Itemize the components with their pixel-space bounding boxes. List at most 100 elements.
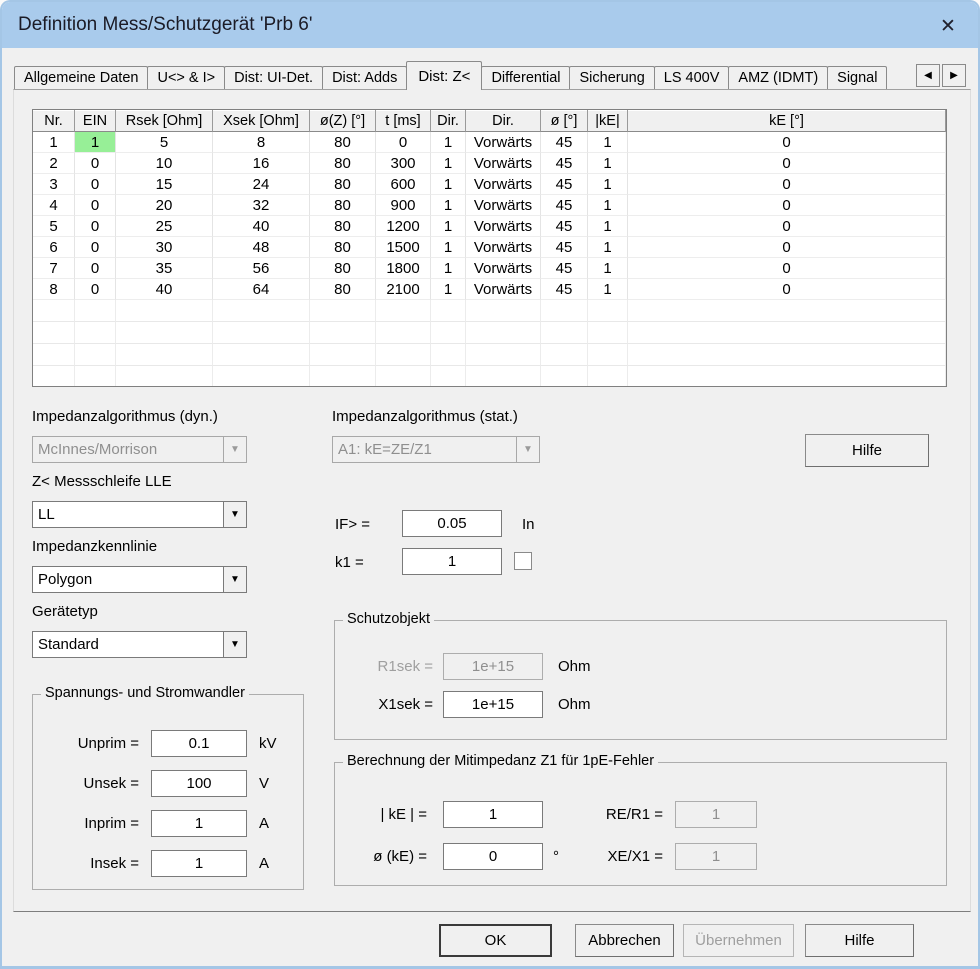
table-cell[interactable]: 3 xyxy=(33,174,75,195)
tab-signal[interactable]: Signal xyxy=(827,66,888,89)
field-input[interactable]: 0.1 xyxy=(151,729,247,757)
table-cell[interactable]: 1 xyxy=(431,216,466,237)
ok-button[interactable]: OK xyxy=(439,924,552,957)
table-cell[interactable]: 10 xyxy=(116,153,213,174)
column-header[interactable]: Rsek [Ohm] xyxy=(116,110,213,132)
table-cell[interactable]: 1 xyxy=(588,174,628,195)
table-cell[interactable]: 1 xyxy=(588,153,628,174)
table-cell[interactable]: 1800 xyxy=(376,258,431,279)
table-cell[interactable]: 40 xyxy=(213,216,310,237)
table-cell[interactable]: 0 xyxy=(628,258,946,279)
table-cell[interactable]: Vorwärts xyxy=(466,195,541,216)
column-header[interactable]: Dir. xyxy=(466,110,541,132)
table-cell[interactable]: 1 xyxy=(431,132,466,153)
table-cell[interactable]: 1 xyxy=(588,258,628,279)
table-cell[interactable]: 300 xyxy=(376,153,431,174)
table-cell[interactable]: 8 xyxy=(213,132,310,153)
close-icon[interactable]: ✕ xyxy=(940,15,956,37)
table-cell[interactable]: Vorwärts xyxy=(466,279,541,300)
table-cell[interactable]: 80 xyxy=(310,195,376,216)
table-cell[interactable]: 1500 xyxy=(376,237,431,258)
table-cell[interactable]: 5 xyxy=(33,216,75,237)
table-cell[interactable]: 80 xyxy=(310,279,376,300)
table-cell[interactable]: 45 xyxy=(541,237,588,258)
table-cell[interactable]: 45 xyxy=(541,279,588,300)
table-cell[interactable]: 45 xyxy=(541,174,588,195)
chevron-down-icon[interactable]: ▼ xyxy=(223,567,246,592)
column-header[interactable]: Dir. xyxy=(431,110,466,132)
table-cell[interactable]: 1 xyxy=(588,195,628,216)
tab-dist-ui-det[interactable]: Dist: UI-Det. xyxy=(224,66,324,89)
table-row[interactable]: 3 0 15 24 80 600 1 Vorwärts 45 1 0 xyxy=(33,174,946,195)
table-cell[interactable]: 0 xyxy=(75,279,116,300)
tab-dist-adds[interactable]: Dist: Adds xyxy=(322,66,408,89)
tab-dist-z[interactable]: Dist: Z< xyxy=(406,61,483,90)
table-cell[interactable]: 80 xyxy=(310,132,376,153)
tab-ls-400v[interactable]: LS 400V xyxy=(653,66,730,89)
table-cell[interactable]: Vorwärts xyxy=(466,153,541,174)
tab-differential[interactable]: Differential xyxy=(481,66,571,89)
table-cell[interactable]: 1 xyxy=(431,237,466,258)
table-cell[interactable]: 1 xyxy=(588,279,628,300)
table-cell[interactable]: 24 xyxy=(213,174,310,195)
table-cell[interactable]: 7 xyxy=(33,258,75,279)
table-row[interactable]: 5 0 25 40 80 1200 1 Vorwärts 45 1 0 xyxy=(33,216,946,237)
table-cell[interactable]: 6 xyxy=(33,237,75,258)
column-header[interactable]: Nr. xyxy=(33,110,75,132)
field-input[interactable]: 0 xyxy=(443,842,543,870)
table-cell[interactable]: 600 xyxy=(376,174,431,195)
table-cell[interactable]: 15 xyxy=(116,174,213,195)
table-cell[interactable]: 900 xyxy=(376,195,431,216)
table-cell[interactable]: 1 xyxy=(431,195,466,216)
table-cell[interactable]: 45 xyxy=(541,258,588,279)
table-row[interactable]: 6 0 30 48 80 1500 1 Vorwärts 45 1 0 xyxy=(33,237,946,258)
table-cell[interactable]: 80 xyxy=(310,174,376,195)
table-cell[interactable]: Vorwärts xyxy=(466,174,541,195)
table-cell[interactable]: 0 xyxy=(75,216,116,237)
table-cell[interactable]: 2100 xyxy=(376,279,431,300)
table-cell[interactable]: 1 xyxy=(33,132,75,153)
table-cell[interactable]: 1 xyxy=(431,258,466,279)
tab-amz-idmt[interactable]: AMZ (IDMT) xyxy=(728,66,829,89)
table-row[interactable]: 7 0 35 56 80 1800 1 Vorwärts 45 1 0 xyxy=(33,258,946,279)
table-cell[interactable]: 1 xyxy=(431,174,466,195)
table-cell[interactable]: 0 xyxy=(628,279,946,300)
tab-sicherung[interactable]: Sicherung xyxy=(569,66,655,89)
table-cell[interactable]: 4 xyxy=(33,195,75,216)
table-cell[interactable]: 30 xyxy=(116,237,213,258)
table-cell[interactable]: 45 xyxy=(541,195,588,216)
table-cell[interactable]: 0 xyxy=(75,153,116,174)
column-header[interactable]: Xsek [Ohm] xyxy=(213,110,310,132)
field-input[interactable]: 1 xyxy=(151,849,247,877)
table-cell[interactable]: 80 xyxy=(310,153,376,174)
table-cell[interactable]: 1 xyxy=(588,132,628,153)
table-cell[interactable]: 0 xyxy=(376,132,431,153)
table-cell[interactable]: 80 xyxy=(310,237,376,258)
table-cell[interactable]: 45 xyxy=(541,216,588,237)
table-cell[interactable]: 0 xyxy=(628,237,946,258)
column-header[interactable]: ø [°] xyxy=(541,110,588,132)
table-cell[interactable]: Vorwärts xyxy=(466,258,541,279)
tab-scroll-right-icon[interactable]: ▶ xyxy=(942,64,966,87)
table-cell[interactable]: 16 xyxy=(213,153,310,174)
table-cell[interactable]: 80 xyxy=(310,258,376,279)
table-cell[interactable]: 80 xyxy=(310,216,376,237)
column-header[interactable]: EIN xyxy=(75,110,116,132)
table-cell[interactable]: 1 xyxy=(75,132,116,153)
table-cell[interactable]: 5 xyxy=(116,132,213,153)
tab-scroll-left-icon[interactable]: ◀ xyxy=(916,64,940,87)
tab-u-i[interactable]: U<> & I> xyxy=(147,66,226,89)
table-row[interactable]: 1 1 5 8 80 0 1 Vorwärts 45 1 0 xyxy=(33,132,946,153)
table-cell[interactable]: Vorwärts xyxy=(466,216,541,237)
help-button-top[interactable]: Hilfe xyxy=(805,434,929,467)
table-cell[interactable]: 0 xyxy=(75,195,116,216)
field-input[interactable]: 100 xyxy=(151,769,247,797)
table-cell[interactable]: 40 xyxy=(116,279,213,300)
column-header[interactable]: |kE| xyxy=(588,110,628,132)
field-input[interactable]: 1 xyxy=(443,800,543,828)
table-cell[interactable]: 2 xyxy=(33,153,75,174)
column-header[interactable]: kE [°] xyxy=(628,110,946,132)
table-cell[interactable]: 0 xyxy=(75,258,116,279)
table-cell[interactable]: 35 xyxy=(116,258,213,279)
table-cell[interactable]: Vorwärts xyxy=(466,237,541,258)
